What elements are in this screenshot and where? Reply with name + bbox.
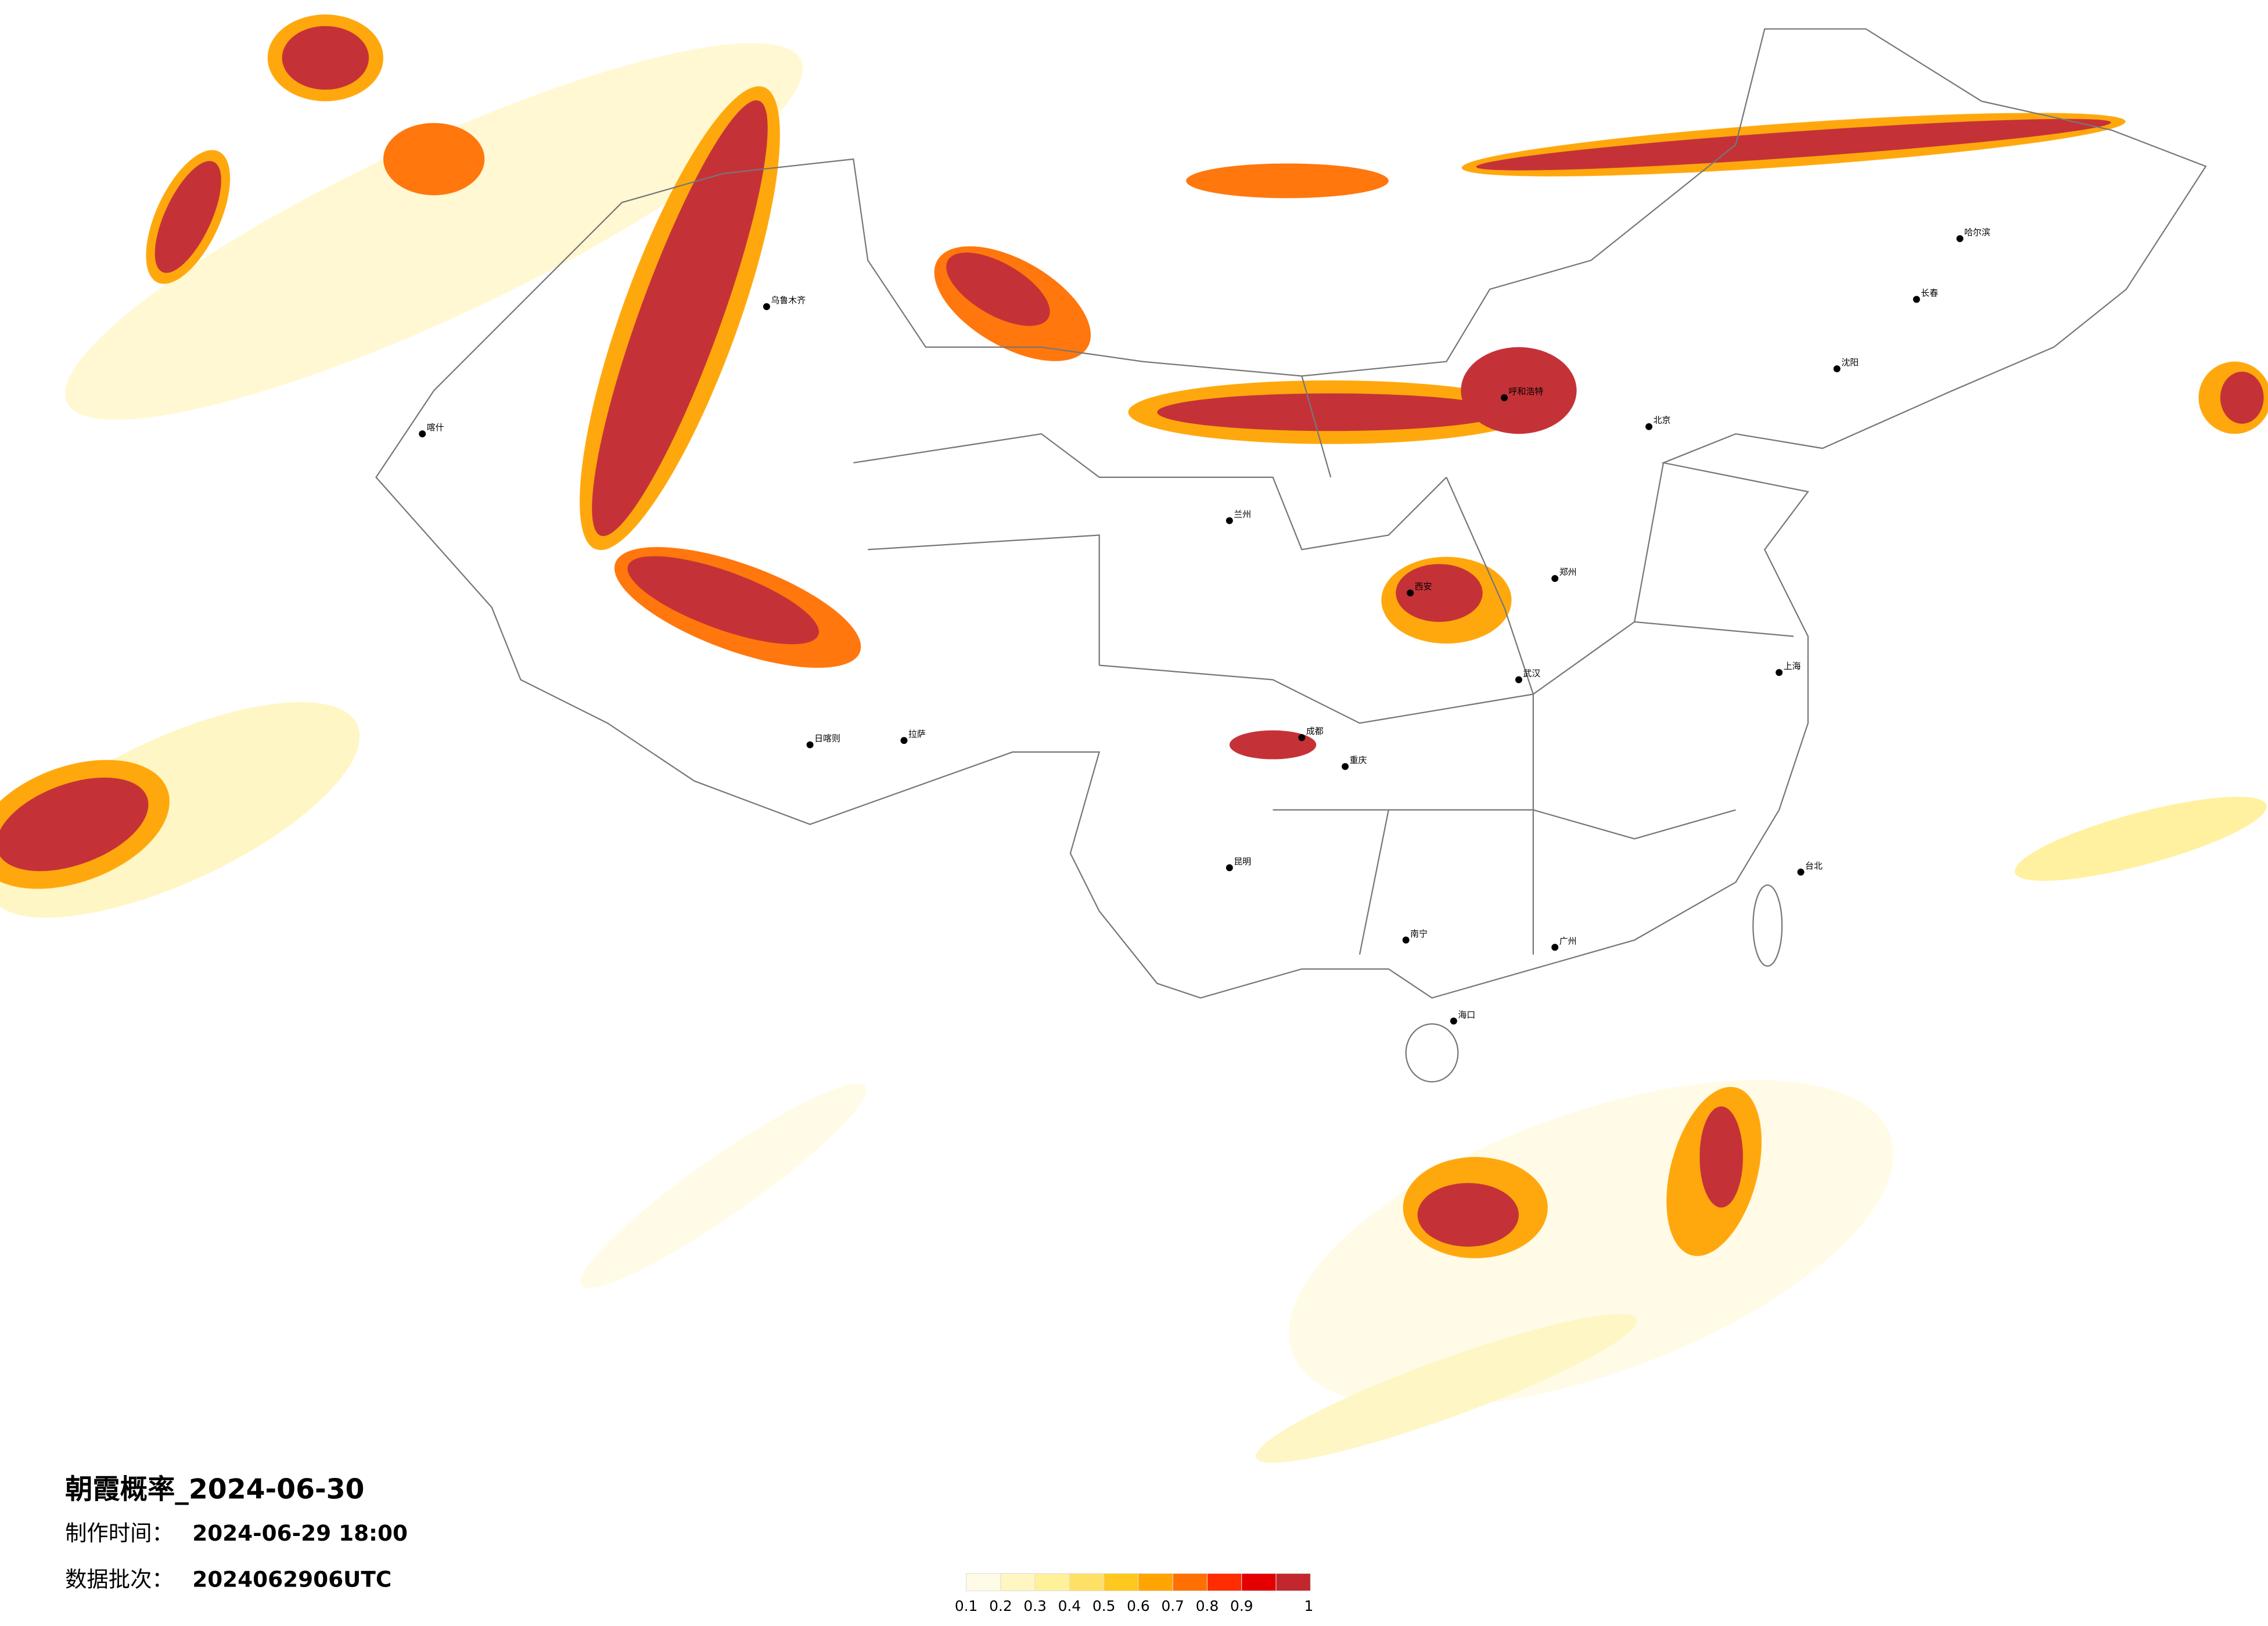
city-label: 上海	[1784, 661, 1801, 671]
legend-swatch	[1104, 1573, 1139, 1591]
legend-label: 0.5	[1092, 1598, 1116, 1614]
legend-label: 0.4	[1058, 1598, 1081, 1614]
city-dot	[1645, 423, 1653, 430]
city-label: 郑州	[1559, 567, 1577, 577]
legend-label: 0.6	[1127, 1598, 1150, 1614]
legend-label: 0.3	[1023, 1598, 1047, 1614]
legend-swatch	[966, 1573, 1001, 1591]
legend-label: 0.1	[955, 1598, 978, 1614]
city-dot	[900, 737, 908, 744]
info-label: 数据批次：	[65, 1567, 174, 1592]
city-label: 北京	[1654, 415, 1671, 426]
legend-swatch	[1069, 1573, 1105, 1591]
city-dot	[1956, 235, 1964, 242]
city-label: 重庆	[1350, 755, 1367, 765]
legend-swatch	[1000, 1573, 1036, 1591]
legend-swatch	[1138, 1573, 1173, 1591]
legend-swatch	[1207, 1573, 1242, 1591]
legend-label: 0.8	[1196, 1598, 1219, 1614]
probability-field	[0, 14, 2268, 1463]
legend-swatch	[1172, 1573, 1208, 1591]
city-label: 武汉	[1523, 668, 1540, 679]
city-dot	[1298, 734, 1306, 742]
city-label: 乌鲁木齐	[771, 295, 806, 305]
city-dot	[1833, 365, 1841, 373]
city-label: 海口	[1458, 1009, 1475, 1020]
legend-swatch	[1275, 1573, 1311, 1591]
city-dot	[1342, 762, 1349, 770]
city-label: 喀什	[427, 422, 444, 433]
city-label: 沈阳	[1841, 357, 1859, 368]
map-title: 朝霞概率_2024-06-30	[65, 1474, 364, 1506]
legend-label: 0.9	[1230, 1598, 1253, 1614]
legend-label: 1	[1304, 1598, 1313, 1614]
city-dot	[1797, 868, 1805, 876]
city-dot	[1225, 864, 1233, 872]
info-label: 制作时间：	[65, 1520, 174, 1546]
city-label: 昆明	[1234, 856, 1251, 866]
city-label: 台北	[1805, 861, 1823, 871]
city-dot	[419, 430, 426, 438]
boundaries	[375, 28, 2207, 1082]
city-dot	[763, 303, 770, 310]
city-label: 兰州	[1234, 509, 1251, 520]
city-label: 呼和浩特	[1509, 386, 1544, 397]
city-label: 拉萨	[908, 729, 926, 739]
city-dot	[1501, 394, 1508, 401]
city-dot	[806, 741, 814, 749]
city-dot	[1402, 936, 1410, 944]
city-label: 广州	[1559, 936, 1577, 946]
city-dot	[1450, 1017, 1457, 1025]
legend-label: 0.7	[1161, 1598, 1184, 1614]
city-label: 西安	[1415, 581, 1432, 592]
city-dot	[1225, 517, 1233, 524]
city-dot	[1515, 676, 1522, 684]
city-dot	[1551, 944, 1559, 951]
city-dot	[1913, 296, 1920, 303]
info-value: 2024-06-29 18:00	[192, 1520, 408, 1546]
city-label: 成都	[1306, 726, 1324, 736]
legend-label: 0.2	[989, 1598, 1012, 1614]
city-label: 南宁	[1410, 929, 1428, 939]
city-dot	[1407, 589, 1414, 597]
city-label: 哈尔滨	[1964, 227, 1990, 238]
city-label: 日喀则	[814, 733, 840, 744]
legend-swatch	[1034, 1573, 1070, 1591]
legend: 0.1 0.2 0.3 0.4 0.5 0.6 0.7 0.8 0.9 1	[955, 1573, 1313, 1614]
info-value: 2024062906UTC	[192, 1567, 391, 1592]
city-label: 长春	[1921, 288, 1938, 298]
legend-swatch	[1241, 1573, 1277, 1591]
city-dot	[1775, 669, 1783, 677]
city-dot	[1551, 575, 1559, 582]
